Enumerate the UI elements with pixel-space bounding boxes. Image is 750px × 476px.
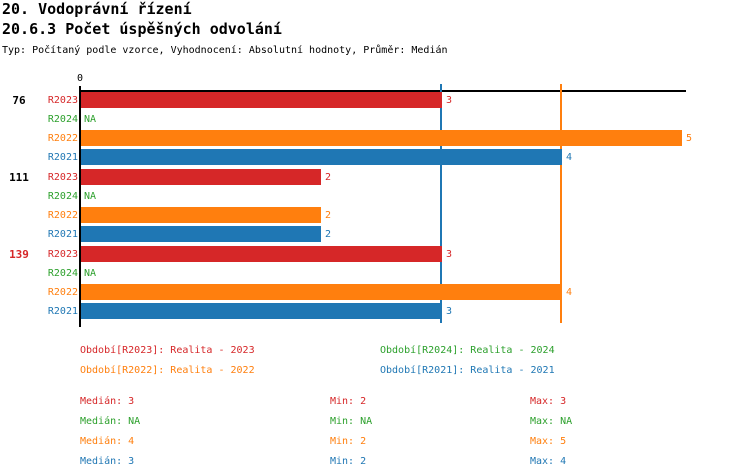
row-label-r2023-g2: R2023 (47, 249, 78, 260)
row-label-r2023-g0: R2023 (47, 95, 78, 106)
row-label-r2022-g2: R2022 (47, 287, 78, 298)
stat-median-r2023: Medián: 3 (80, 396, 135, 407)
chart-title: 20.6.3 Počet úspěšných odvolání (2, 20, 282, 38)
row-label-r2024-g2: R2024 (47, 268, 78, 279)
stat-min-r2023: Min: 2 (330, 396, 367, 407)
x-axis-line (80, 90, 686, 92)
legend-item-r2024: Období[R2024]: Realita - 2024 (380, 345, 555, 356)
bar-r2022-g0 (81, 130, 682, 146)
stat-min-r2022: Min: 2 (330, 436, 367, 447)
bar-value-r2021-g2: 3 (446, 306, 453, 317)
stat-max-r2023: Max: 3 (530, 396, 567, 407)
reference-line-median-r2021 (440, 84, 442, 323)
bar-value-r2021-g1: 2 (325, 229, 332, 240)
bar-value-r2023-g1: 2 (325, 172, 332, 183)
row-label-r2023-g1: R2023 (47, 172, 78, 183)
bar-value-na-r2024-g2: NA (84, 268, 97, 279)
bar-r2023-g0 (81, 92, 442, 108)
legend-item-r2022: Období[R2022]: Realita - 2022 (80, 365, 255, 376)
bar-r2021-g2 (81, 303, 442, 319)
row-label-r2022-g0: R2022 (47, 133, 78, 144)
x-axis-origin-tick-label: 0 (76, 73, 84, 84)
row-label-r2021-g2: R2021 (47, 306, 78, 317)
bar-r2022-g1 (81, 207, 321, 223)
stat-max-r2024: Max: NA (530, 416, 573, 427)
bar-value-na-r2024-g1: NA (84, 191, 97, 202)
row-label-r2024-g0: R2024 (47, 114, 78, 125)
group-label-139: 139 (9, 248, 29, 261)
bar-r2022-g2 (81, 284, 562, 300)
stat-min-r2021: Min: 2 (330, 456, 367, 467)
group-label-111: 111 (9, 171, 29, 184)
bar-value-na-r2024-g0: NA (84, 114, 97, 125)
y-axis-line (79, 86, 81, 327)
bar-value-r2022-g2: 4 (566, 287, 573, 298)
bar-value-r2023-g2: 3 (446, 249, 453, 260)
legend-item-r2023: Období[R2023]: Realita - 2023 (80, 345, 255, 356)
bar-r2023-g1 (81, 169, 321, 185)
report-title: 20. Vodoprávní řízení (2, 0, 192, 18)
reference-line-median-r2022 (560, 84, 562, 323)
stat-min-r2024: Min: NA (330, 416, 373, 427)
stat-max-r2022: Max: 5 (530, 436, 567, 447)
group-label-76: 76 (12, 94, 26, 107)
stat-max-r2021: Max: 4 (530, 456, 567, 467)
row-label-r2021-g1: R2021 (47, 229, 78, 240)
stat-median-r2024: Medián: NA (80, 416, 141, 427)
row-label-r2021-g0: R2021 (47, 152, 78, 163)
bar-value-r2021-g0: 4 (566, 152, 573, 163)
bar-value-r2023-g0: 3 (446, 95, 453, 106)
row-label-r2022-g1: R2022 (47, 210, 78, 221)
stat-median-r2022: Medián: 4 (80, 436, 135, 447)
bar-r2021-g1 (81, 226, 321, 242)
bar-r2021-g0 (81, 149, 562, 165)
bar-value-r2022-g1: 2 (325, 210, 332, 221)
row-label-r2024-g1: R2024 (47, 191, 78, 202)
chart-meta-line: Typ: Počítaný podle vzorce, Vyhodnocení:… (2, 45, 448, 56)
stat-median-r2021: Medián: 3 (80, 456, 135, 467)
bar-r2023-g2 (81, 246, 442, 262)
bar-value-r2022-g0: 5 (686, 133, 693, 144)
legend-item-r2021: Období[R2021]: Realita - 2021 (380, 365, 555, 376)
